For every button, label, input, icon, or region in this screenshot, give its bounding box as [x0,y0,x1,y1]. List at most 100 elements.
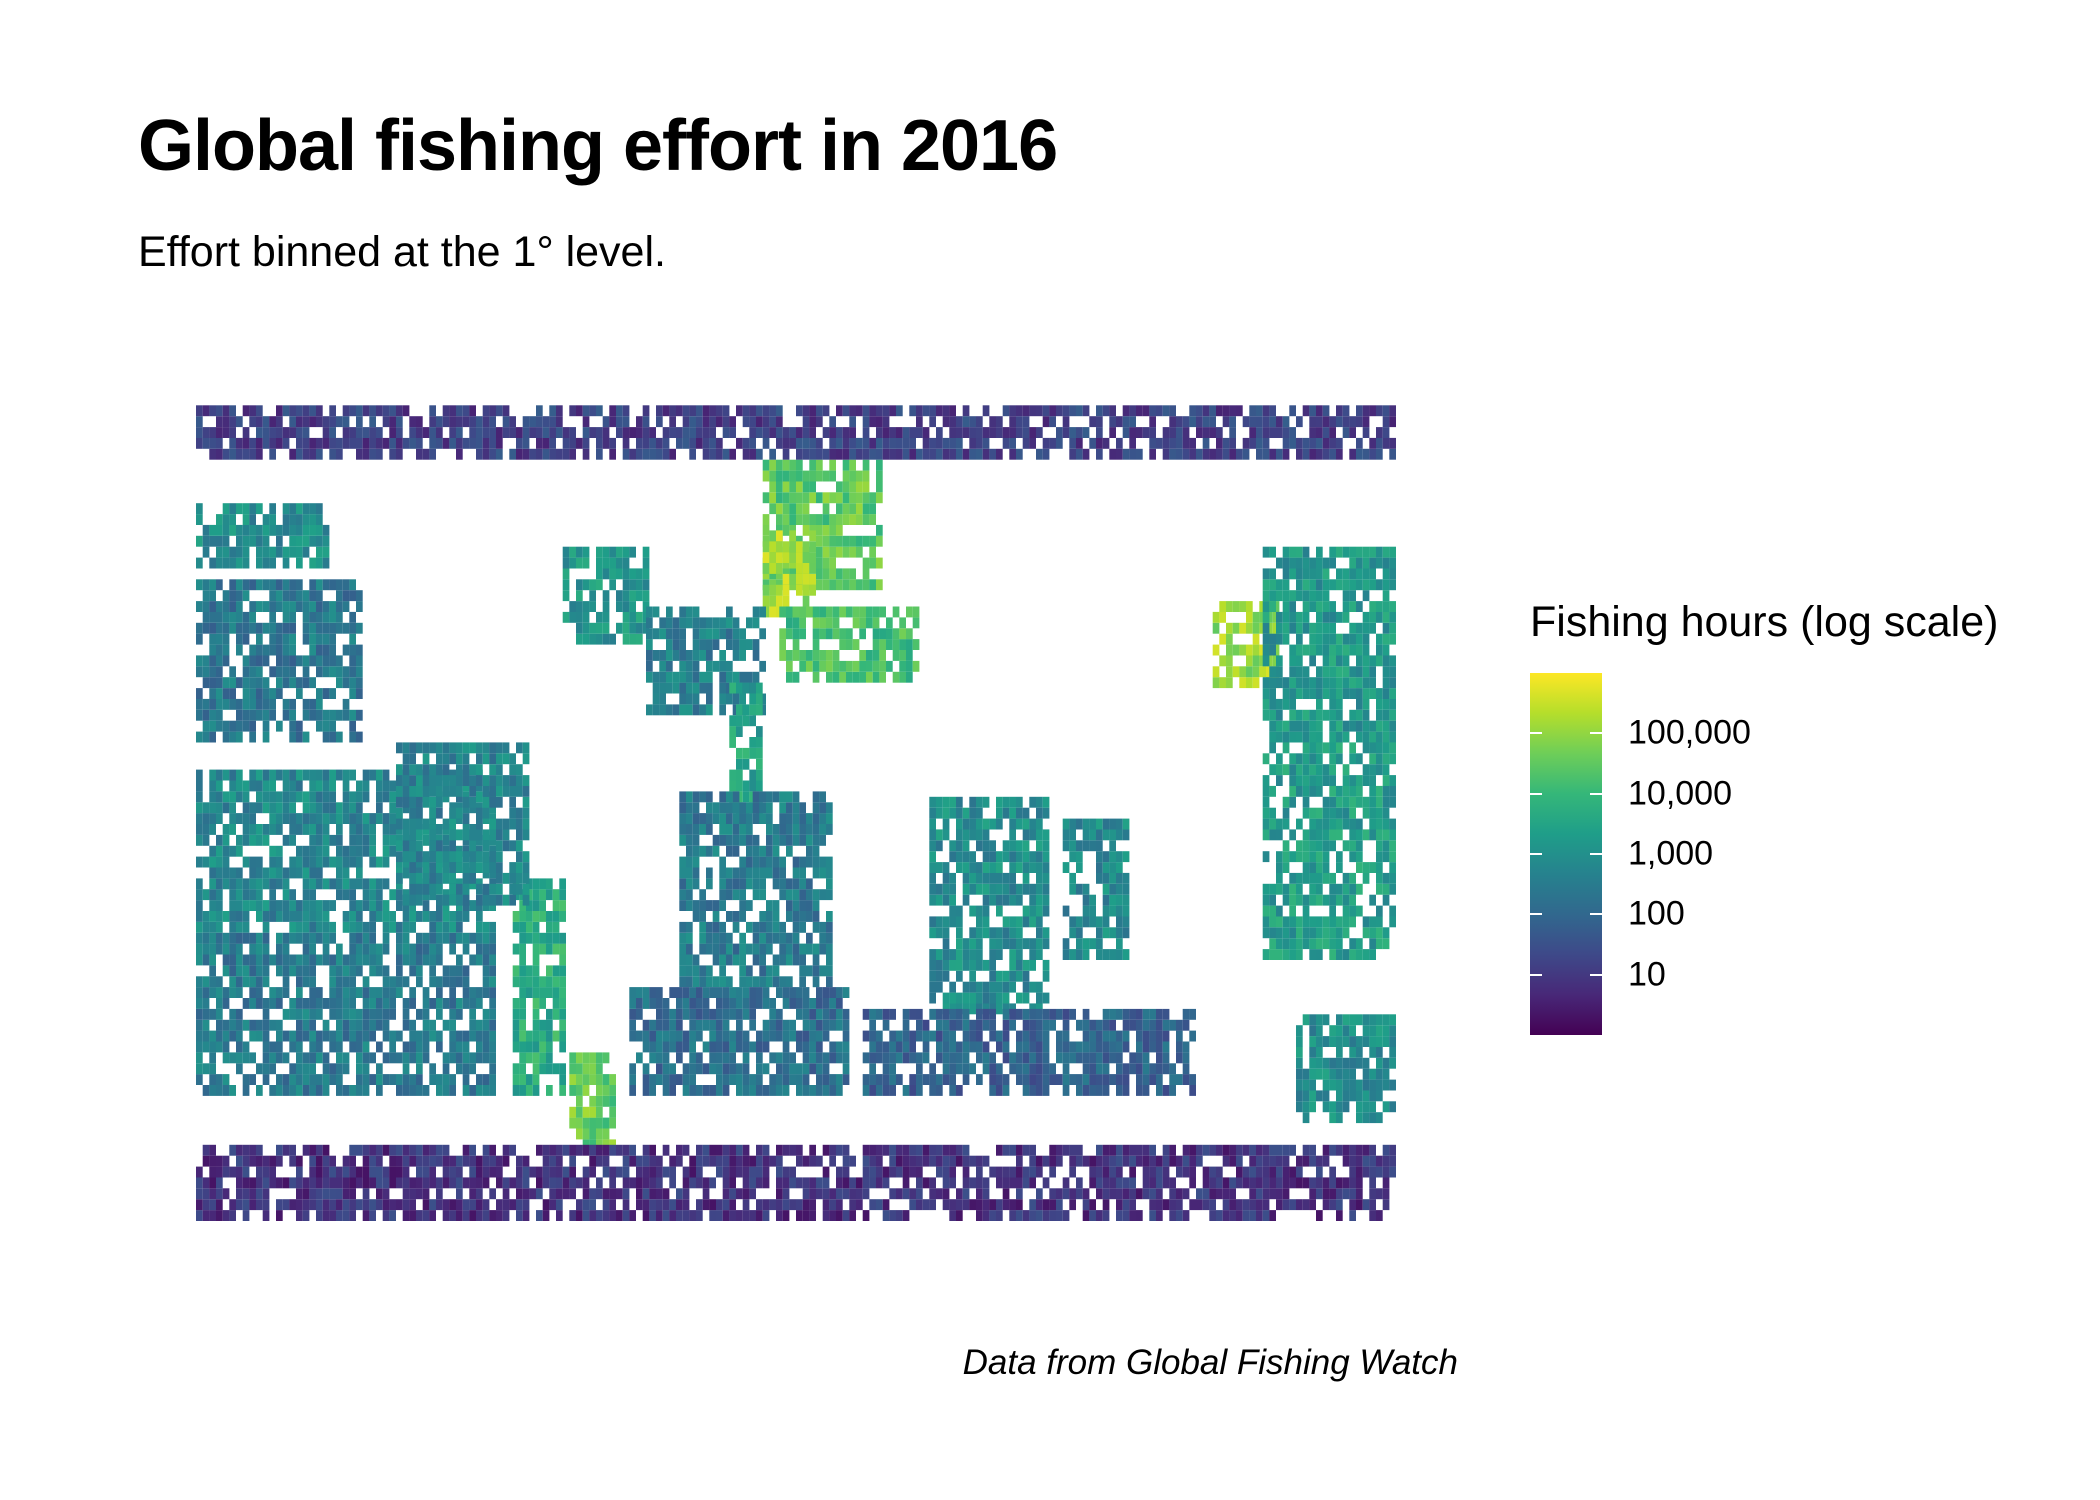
effort-cell [216,998,223,1009]
effort-cell [859,661,866,672]
effort-cell [396,797,403,808]
effort-cell [803,585,810,596]
effort-cell [729,1188,736,1199]
effort-cell [623,1177,630,1188]
effort-cell [756,1042,763,1053]
effort-cell [1303,590,1310,601]
effort-cell [336,944,343,955]
effort-cell [909,1031,916,1042]
effort-cell [263,900,270,911]
effort-cell [746,922,753,933]
effort-cell [799,868,806,879]
effort-cell [686,791,693,802]
effort-cell [873,672,880,683]
effort-cell [879,650,886,661]
effort-cell [449,775,456,786]
effort-cell [296,732,303,743]
effort-cell [643,987,650,998]
effort-cell [796,987,803,998]
effort-cell [1349,666,1356,677]
effort-cell [809,1020,816,1031]
effort-cell [1389,753,1396,764]
effort-cell [269,699,276,710]
effort-cell [209,1199,216,1210]
effort-cell [423,900,430,911]
effort-cell [1123,819,1130,830]
effort-cell [269,813,276,824]
effort-cell [569,612,576,623]
effort-cell [819,824,826,835]
effort-cell [643,590,650,601]
effort-cell [249,770,256,781]
effort-cell [793,639,800,650]
effort-cell [1016,949,1023,960]
effort-cell [249,666,256,677]
effort-cell [416,1063,423,1074]
effort-cell [443,775,450,786]
effort-cell [803,541,810,552]
effort-cell [1289,612,1296,623]
effort-cell [1323,666,1330,677]
effort-cell [263,770,270,781]
effort-cell [249,813,256,824]
effort-cell [1376,547,1383,558]
effort-cell [389,1052,396,1063]
effort-cell [1389,797,1396,808]
effort-cell [269,612,276,623]
effort-cell [929,927,936,938]
effort-cell [1323,819,1330,830]
effort-cell [679,933,686,944]
effort-cell [746,846,753,857]
effort-cell [789,1063,796,1074]
effort-cell [793,813,800,824]
effort-cell [553,889,560,900]
effort-cell [323,955,330,966]
effort-cell [1096,862,1103,873]
effort-cell [256,547,263,558]
effort-cell [899,639,906,650]
effort-cell [539,944,546,955]
effort-cell [1043,873,1050,884]
effort-cell [496,840,503,851]
effort-cell [556,1188,563,1199]
effort-cell [1349,742,1356,753]
effort-cell [229,1052,236,1063]
effort-cell [289,579,296,590]
effort-cell [203,1085,210,1096]
effort-cell [706,813,713,824]
effort-cell [1336,666,1343,677]
effort-cell [1123,927,1130,938]
effort-cell [1063,1042,1070,1053]
effort-cell [799,661,806,672]
effort-cell [949,797,956,808]
effort-cell [483,987,490,998]
effort-cell [683,1031,690,1042]
effort-cell [1069,1042,1076,1053]
effort-cell [483,933,490,944]
effort-cell [636,987,643,998]
effort-cell [813,824,820,835]
effort-cell [356,601,363,612]
effort-cell [309,655,316,666]
effort-cell [216,1031,223,1042]
effort-cell [243,590,250,601]
effort-cell [483,1210,490,1221]
effort-cell [863,1085,870,1096]
effort-cell [996,819,1003,830]
effort-cell [1036,1074,1043,1085]
effort-cell [886,617,893,628]
effort-cell [983,895,990,906]
effort-cell [636,1167,643,1178]
effort-cell [743,987,750,998]
effort-cell [1363,710,1370,721]
effort-cell [236,944,243,955]
effort-cell [916,1074,923,1085]
effort-cell [589,1107,596,1118]
effort-cell [886,639,893,650]
effort-cell [869,1031,876,1042]
effort-cell [949,906,956,917]
effort-cell [563,547,570,558]
effort-cell [1103,916,1110,927]
effort-cell [786,802,793,813]
effort-cell [489,1052,496,1063]
